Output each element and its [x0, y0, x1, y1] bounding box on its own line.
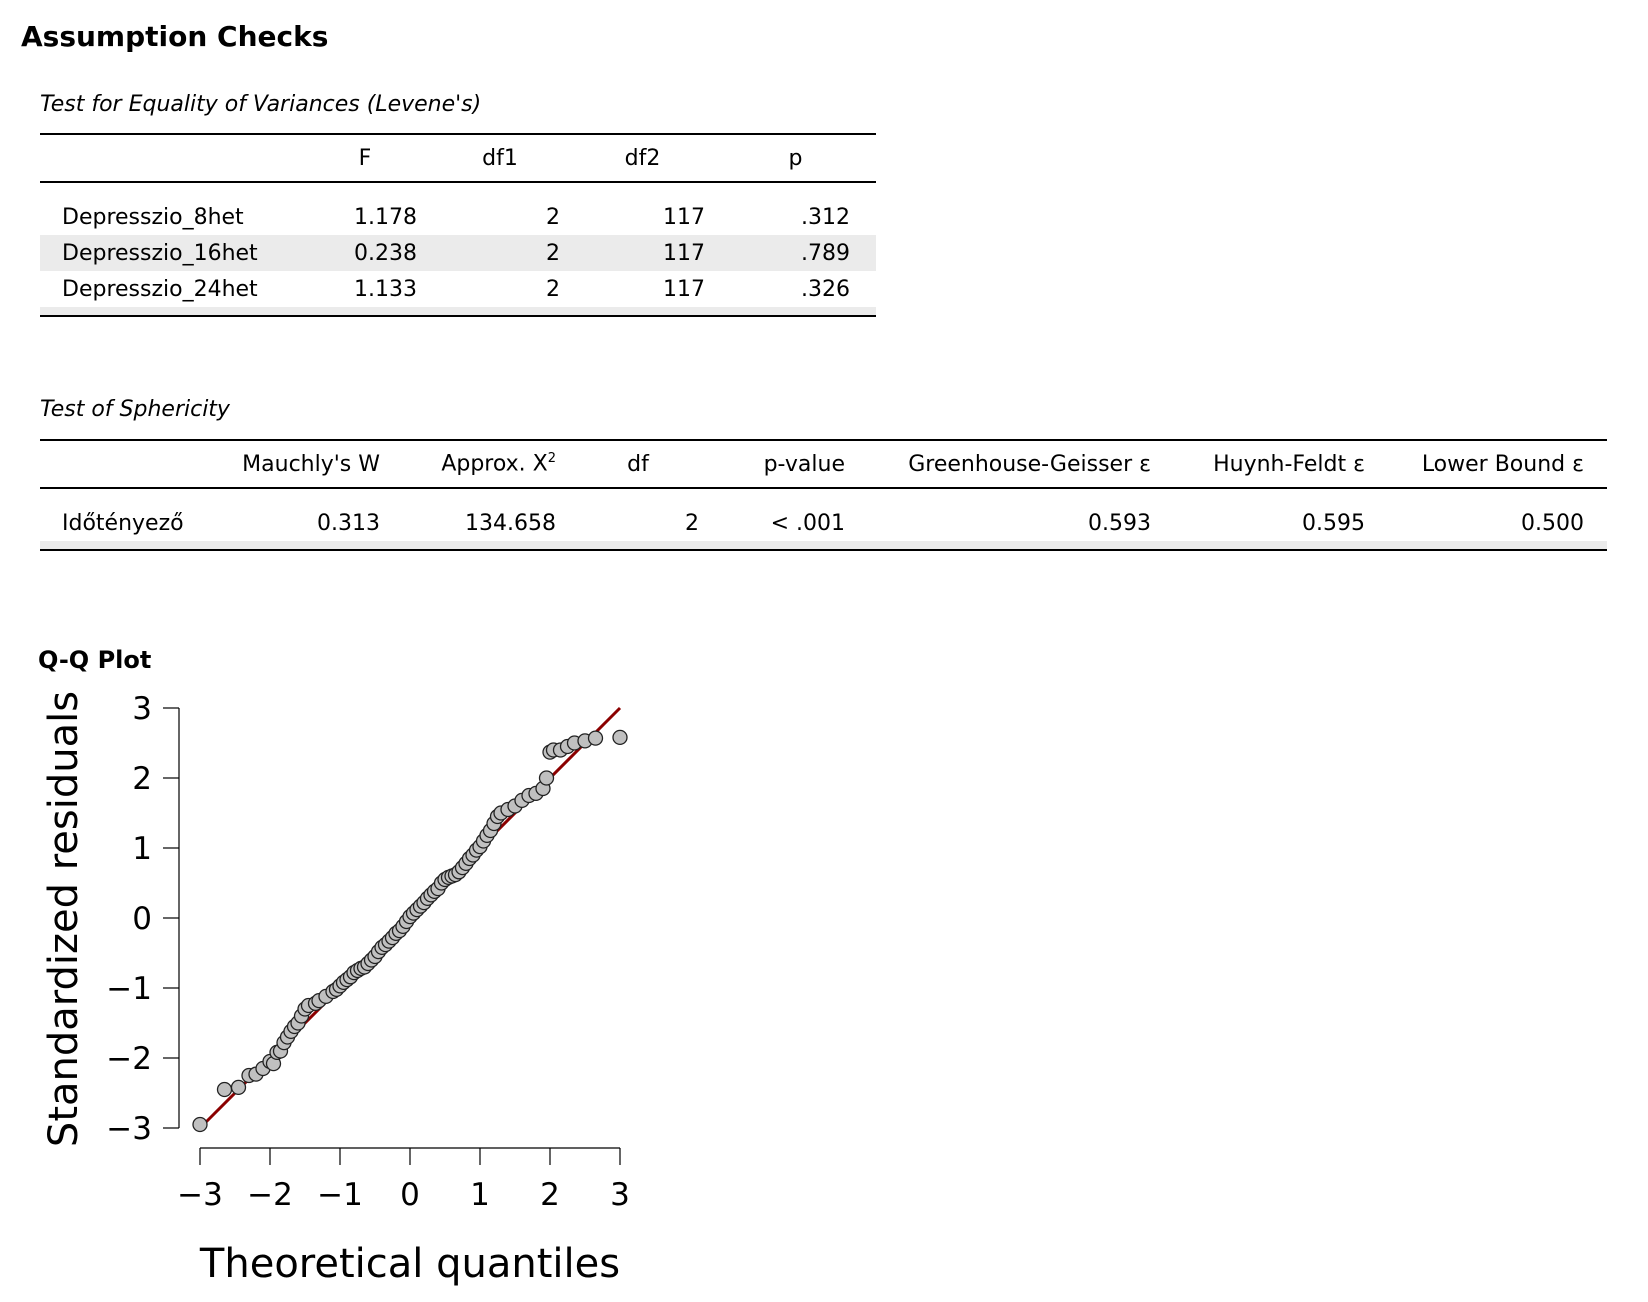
- col-header-p: p: [715, 134, 876, 183]
- data-point: [587, 730, 604, 746]
- y-tick-label: 1: [132, 831, 152, 867]
- cell-hf: 0.595: [1302, 510, 1365, 536]
- col-header-mauchly: Mauchly's W: [220, 440, 390, 489]
- cell-f: 1.178: [354, 204, 417, 230]
- x-tick-label: −1: [317, 1177, 363, 1213]
- data-point: [230, 1079, 247, 1096]
- col-header-df2: df2: [570, 134, 715, 183]
- cell-mauchly: 0.313: [317, 510, 380, 536]
- table-row: Depresszio_16het 0.238 2 117 .789: [40, 235, 876, 271]
- y-tick-label: 3: [132, 691, 152, 727]
- sphericity-title: Test of Sphericity: [40, 397, 230, 422]
- x-tick-label: 1: [470, 1177, 490, 1213]
- cell-df1: 2: [546, 276, 560, 302]
- chi-label: Approx. X: [441, 451, 548, 477]
- x-axis-label: Theoretical quantiles: [199, 1241, 620, 1287]
- data-point: [192, 1116, 208, 1133]
- table-row: Időtényező 0.313 134.658 2 < .001 0.593 …: [40, 505, 1607, 541]
- cell-p: .789: [715, 235, 876, 271]
- cell-pvalue: < .001: [770, 510, 845, 536]
- col-header: [40, 440, 220, 489]
- x-tick-label: −3: [177, 1177, 223, 1213]
- row-label: Időtényező: [62, 510, 184, 536]
- row-label: Depresszio_8het: [62, 204, 244, 230]
- y-tick-label: 0: [132, 901, 152, 937]
- y-tick-label: −2: [106, 1041, 152, 1077]
- y-tick-label: −3: [106, 1111, 152, 1147]
- sphericity-table: Mauchly's W Approx. X2 df p-value Greenh…: [40, 439, 1607, 551]
- cell-f: 1.133: [354, 276, 417, 302]
- col-header: [40, 134, 300, 183]
- col-header-hf: Huynh-Feldt ε: [1161, 440, 1375, 489]
- col-header-pvalue: p-value: [710, 440, 855, 489]
- y-axis-label: Standardized residuals: [41, 691, 87, 1147]
- col-header-df: df: [566, 440, 710, 489]
- y-tick-label: 2: [132, 761, 152, 797]
- cell-p: .312: [801, 204, 850, 230]
- table-row: Depresszio_8het 1.178 2 117 .312: [40, 199, 876, 235]
- table-row: Depresszio_24het 1.133 2 117 .326: [40, 271, 876, 307]
- x-tick-label: 0: [400, 1177, 420, 1213]
- col-header-lb: Lower Bound ε: [1375, 440, 1607, 489]
- levene-table: F df1 df2 p Depresszio_8het 1.178 2 117 …: [40, 133, 876, 317]
- cell-df2: 117: [663, 204, 705, 230]
- section-heading: Assumption Checks: [21, 20, 329, 53]
- chi-superscript: 2: [547, 451, 556, 467]
- cell-df1: 2: [430, 235, 570, 271]
- x-tick-label: 3: [610, 1177, 630, 1213]
- levene-title: Test for Equality of Variances (Levene's…: [40, 92, 482, 117]
- x-tick-label: 2: [540, 1177, 560, 1213]
- col-header-df1: df1: [430, 134, 570, 183]
- qq-plot: −3 −2 −1 0 1 2 3 −3 −2 −1 0 1 2 3 Theoretical quantil…: [41, 691, 630, 1287]
- row-label: Depresszio_16het: [40, 235, 300, 271]
- cell-df2: 117: [663, 276, 705, 302]
- cell-chi2: 134.658: [465, 510, 556, 536]
- x-tick-label: −2: [247, 1177, 293, 1213]
- data-point: [612, 729, 628, 746]
- data-point: [538, 770, 555, 786]
- col-header-f: F: [300, 134, 430, 183]
- cell-lb: 0.500: [1521, 510, 1584, 536]
- qq-plot-title: Q-Q Plot: [38, 646, 152, 674]
- cell-p: .326: [801, 276, 850, 302]
- cell-df: 2: [685, 510, 699, 536]
- data-point: [216, 1081, 233, 1098]
- cell-df1: 2: [546, 204, 560, 230]
- row-label: Depresszio_24het: [62, 276, 258, 302]
- col-header-gg: Greenhouse-Geisser ε: [855, 440, 1161, 489]
- y-tick-label: −1: [106, 971, 152, 1007]
- col-header-chi2: Approx. X2: [390, 440, 566, 489]
- cell-f: 0.238: [300, 235, 430, 271]
- cell-df2: 117: [570, 235, 715, 271]
- cell-gg: 0.593: [1088, 510, 1151, 536]
